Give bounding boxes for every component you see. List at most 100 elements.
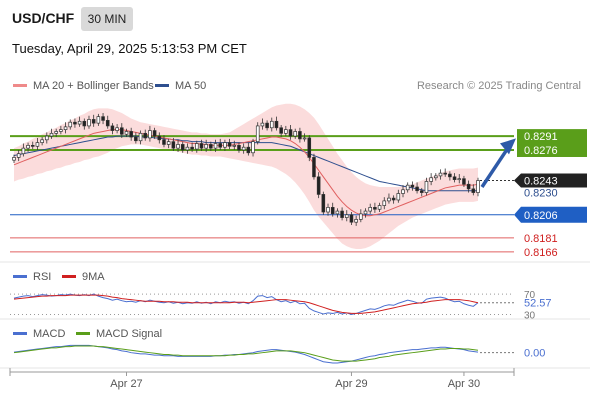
candle [330, 207, 335, 215]
candle [265, 122, 269, 129]
legend-rsi: RSI [13, 271, 51, 283]
candle [391, 197, 396, 201]
candle [199, 143, 204, 149]
candle [298, 131, 302, 140]
candle [49, 132, 54, 137]
candle [457, 178, 462, 181]
candle [344, 214, 349, 218]
candle [16, 153, 21, 158]
candle [171, 141, 176, 149]
macd-zero-label: 0.00 [524, 348, 545, 360]
candle [288, 129, 293, 137]
candle [354, 219, 358, 223]
candle [434, 175, 438, 179]
candle [237, 145, 241, 151]
legend-ma20-label: MA 20 + Bollinger Bands [33, 80, 154, 92]
candle [115, 127, 119, 131]
rsi9-swatch [62, 274, 76, 278]
support-label-secondary: 0.8166 [524, 247, 558, 259]
candle [363, 210, 368, 215]
interval-button[interactable]: 30 MIN [81, 7, 133, 31]
candle [340, 210, 344, 218]
candle [349, 214, 354, 223]
datetime-label: Tuesday, April 29, 2025 5:13:53 PM CET [12, 41, 247, 56]
candle [194, 143, 199, 150]
ma20-line [13, 129, 479, 217]
candle [59, 129, 63, 132]
resistance-label-box [517, 142, 587, 157]
candle [134, 136, 138, 142]
x-tick-label: Apr 29 [335, 378, 367, 390]
rsi-current-label: 52.57 [524, 298, 552, 310]
candle [410, 184, 415, 188]
candle [129, 131, 133, 138]
legend-rsi-label: RSI [33, 271, 52, 283]
candle [96, 116, 101, 124]
candles [12, 112, 480, 226]
candle [232, 145, 237, 147]
candle [307, 137, 312, 158]
candle [241, 146, 246, 151]
candle [448, 173, 452, 178]
candle [419, 190, 424, 193]
candle [438, 172, 443, 177]
candle [335, 210, 340, 215]
candle [223, 142, 227, 148]
candle [255, 125, 260, 143]
candle [251, 141, 255, 154]
legend-ma20: MA 20 + Bollinger Bands [13, 80, 154, 92]
x-tick-label: Apr 30 [448, 378, 480, 390]
legend-macd-signal: MACD Signal [76, 328, 162, 340]
candle [401, 189, 405, 194]
candle [162, 139, 166, 145]
legend-rsi9-label: 9MA [82, 271, 105, 283]
candle [35, 142, 40, 147]
candle [373, 207, 377, 210]
candle [260, 122, 265, 127]
candle [166, 141, 171, 145]
candle [12, 157, 16, 161]
candle [105, 120, 110, 127]
candle [415, 186, 419, 192]
candle [26, 145, 30, 149]
bollinger-band [14, 103, 478, 250]
candle [218, 143, 223, 148]
candle [471, 188, 476, 193]
candle [176, 144, 180, 149]
ma50-swatch [155, 83, 169, 87]
candle [227, 142, 232, 147]
x-tick-label: Apr 27 [110, 378, 142, 390]
candle [269, 120, 274, 129]
candle [405, 184, 410, 191]
legend-ma50: MA 50 [155, 80, 206, 92]
candle [302, 137, 307, 140]
candle [143, 132, 148, 139]
candle [63, 126, 68, 130]
research-credit: Research © 2025 Trading Central [416, 80, 581, 92]
candle [40, 139, 44, 143]
last-price-label: 0.8243 [524, 176, 558, 188]
candle [190, 146, 194, 150]
candle [279, 127, 283, 134]
candle [452, 176, 457, 180]
candle [157, 135, 162, 141]
candle [180, 144, 185, 151]
ma20-swatch [13, 83, 27, 87]
candle [466, 183, 471, 190]
rsi-swatch [13, 274, 27, 278]
support-label: 0.8206 [524, 210, 558, 222]
resistance-label: 0.8276 [524, 145, 558, 157]
candle [101, 116, 105, 121]
rsi-ma9-line [13, 294, 479, 314]
candle [148, 130, 152, 139]
candle [82, 120, 87, 127]
projection-arrow-head [500, 138, 516, 155]
candle [443, 172, 447, 175]
candle [246, 146, 251, 154]
candle [185, 146, 190, 151]
candle [54, 131, 58, 134]
candle [424, 181, 429, 193]
legend-rsi9: 9MA [62, 271, 105, 283]
candle [45, 135, 49, 141]
